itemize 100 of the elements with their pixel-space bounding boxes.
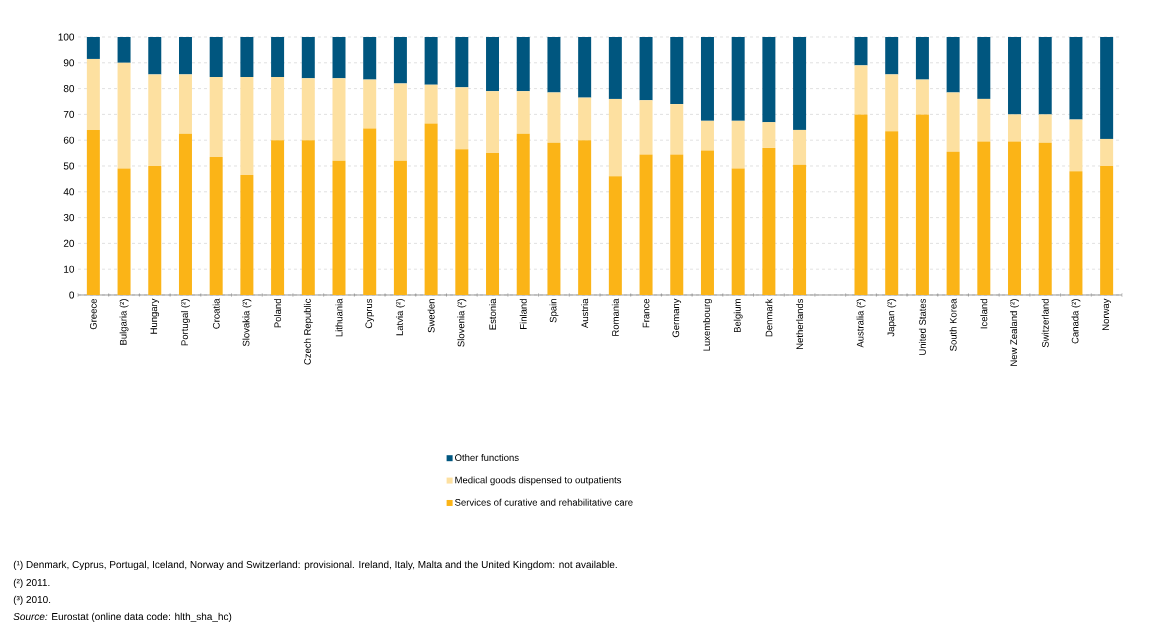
x-tick-label: Germany [672, 298, 682, 338]
bar [793, 37, 807, 130]
x-tick-label: Romania [611, 298, 619, 336]
x-tick-label: Japan (²) [887, 299, 897, 337]
bar [363, 79, 377, 129]
bar [86, 58, 100, 130]
bar [424, 37, 438, 85]
bar [762, 37, 776, 123]
bar [946, 151, 960, 295]
x-tick-label: Latvia (²) [395, 299, 405, 336]
y-tick-label: 0 [69, 291, 75, 299]
bar [393, 83, 407, 161]
bar [332, 37, 346, 79]
x-tick-label: United States [918, 298, 926, 355]
x-tick-label: Bulgaria (²) [119, 299, 129, 345]
bar [516, 133, 530, 295]
bar [547, 92, 561, 143]
bar [977, 37, 991, 99]
bar [946, 92, 960, 152]
bar [148, 74, 162, 166]
bar [209, 156, 223, 295]
bar [301, 140, 315, 295]
bar [363, 128, 377, 295]
bar [977, 141, 991, 295]
bar [455, 149, 469, 295]
bar [486, 153, 500, 295]
bar [209, 76, 223, 157]
y-tick-label: 40 [63, 188, 75, 196]
bar [332, 78, 346, 161]
bar [486, 37, 500, 92]
bar [731, 168, 745, 295]
bar [148, 166, 162, 295]
bar [670, 154, 684, 295]
bar [1100, 37, 1114, 139]
bar [1008, 114, 1022, 142]
bar [1008, 37, 1022, 115]
x-tick-label: Denmark [765, 298, 773, 337]
bar [178, 37, 192, 75]
bar [486, 91, 500, 154]
bar [885, 37, 899, 75]
bar [117, 37, 131, 63]
bar [700, 150, 714, 295]
x-tick-label: Portugal (²) [181, 299, 190, 346]
bar [885, 74, 899, 132]
bar [117, 168, 131, 295]
y-tick-label: 20 [63, 239, 75, 247]
x-tick-label: New Zealand (²) [1010, 299, 1019, 366]
bar [1069, 119, 1083, 172]
bar [639, 100, 653, 155]
bar [670, 37, 684, 105]
bar [393, 37, 407, 84]
text: Source: Eurostat (online data code: hlth_sha_hc) [13, 612, 232, 623]
x-tick-label: Lithuania [335, 298, 343, 337]
legend-label: Medical goods dispensed to outpatients [455, 476, 622, 486]
bar [547, 37, 561, 93]
bar [86, 37, 100, 59]
x-tick-label: Hungary [150, 298, 160, 334]
bar [1100, 166, 1114, 295]
bar [117, 62, 131, 169]
bar [608, 98, 622, 177]
bar [915, 114, 929, 295]
bar [578, 97, 592, 141]
bar [271, 140, 285, 295]
x-tick-label: Norway [1102, 298, 1111, 330]
y-tick-label: 60 [63, 136, 75, 144]
bar [639, 154, 653, 295]
bar [700, 120, 714, 151]
bar [578, 140, 592, 295]
bar [793, 129, 807, 165]
x-tick-label: Finland [519, 299, 527, 329]
y-tick-label: 80 [63, 85, 75, 93]
bar [762, 122, 776, 148]
bar [1100, 138, 1114, 166]
x-tick-label: Slovenia (²) [457, 299, 467, 347]
bar [639, 37, 653, 101]
bar [854, 114, 868, 295]
x-tick-label: Greece [89, 298, 97, 330]
bar [455, 87, 469, 150]
x-tick-label: Iceland [980, 299, 988, 329]
bar [393, 160, 407, 295]
bar [271, 76, 285, 141]
text: (²) 2011. [13, 578, 50, 589]
bar [363, 37, 377, 80]
y-tick-label: 70 [63, 110, 75, 118]
bar [547, 142, 561, 295]
y-tick-label: 10 [64, 265, 75, 273]
x-tick-label: Sweden [427, 299, 435, 333]
bar [670, 104, 684, 155]
x-tick-label: Austria [581, 298, 589, 329]
bar [178, 74, 192, 134]
bar [578, 37, 592, 98]
legend-label: Other functions [455, 454, 519, 461]
bar [240, 76, 254, 176]
bar [516, 91, 530, 134]
bar [271, 37, 285, 77]
x-tick-label: Cyprus [365, 298, 375, 329]
bar [424, 84, 438, 124]
legend-label: Services of curative and rehabilitative care [455, 498, 633, 506]
bar [1038, 142, 1052, 295]
y-tick-label: 90 [63, 59, 75, 67]
